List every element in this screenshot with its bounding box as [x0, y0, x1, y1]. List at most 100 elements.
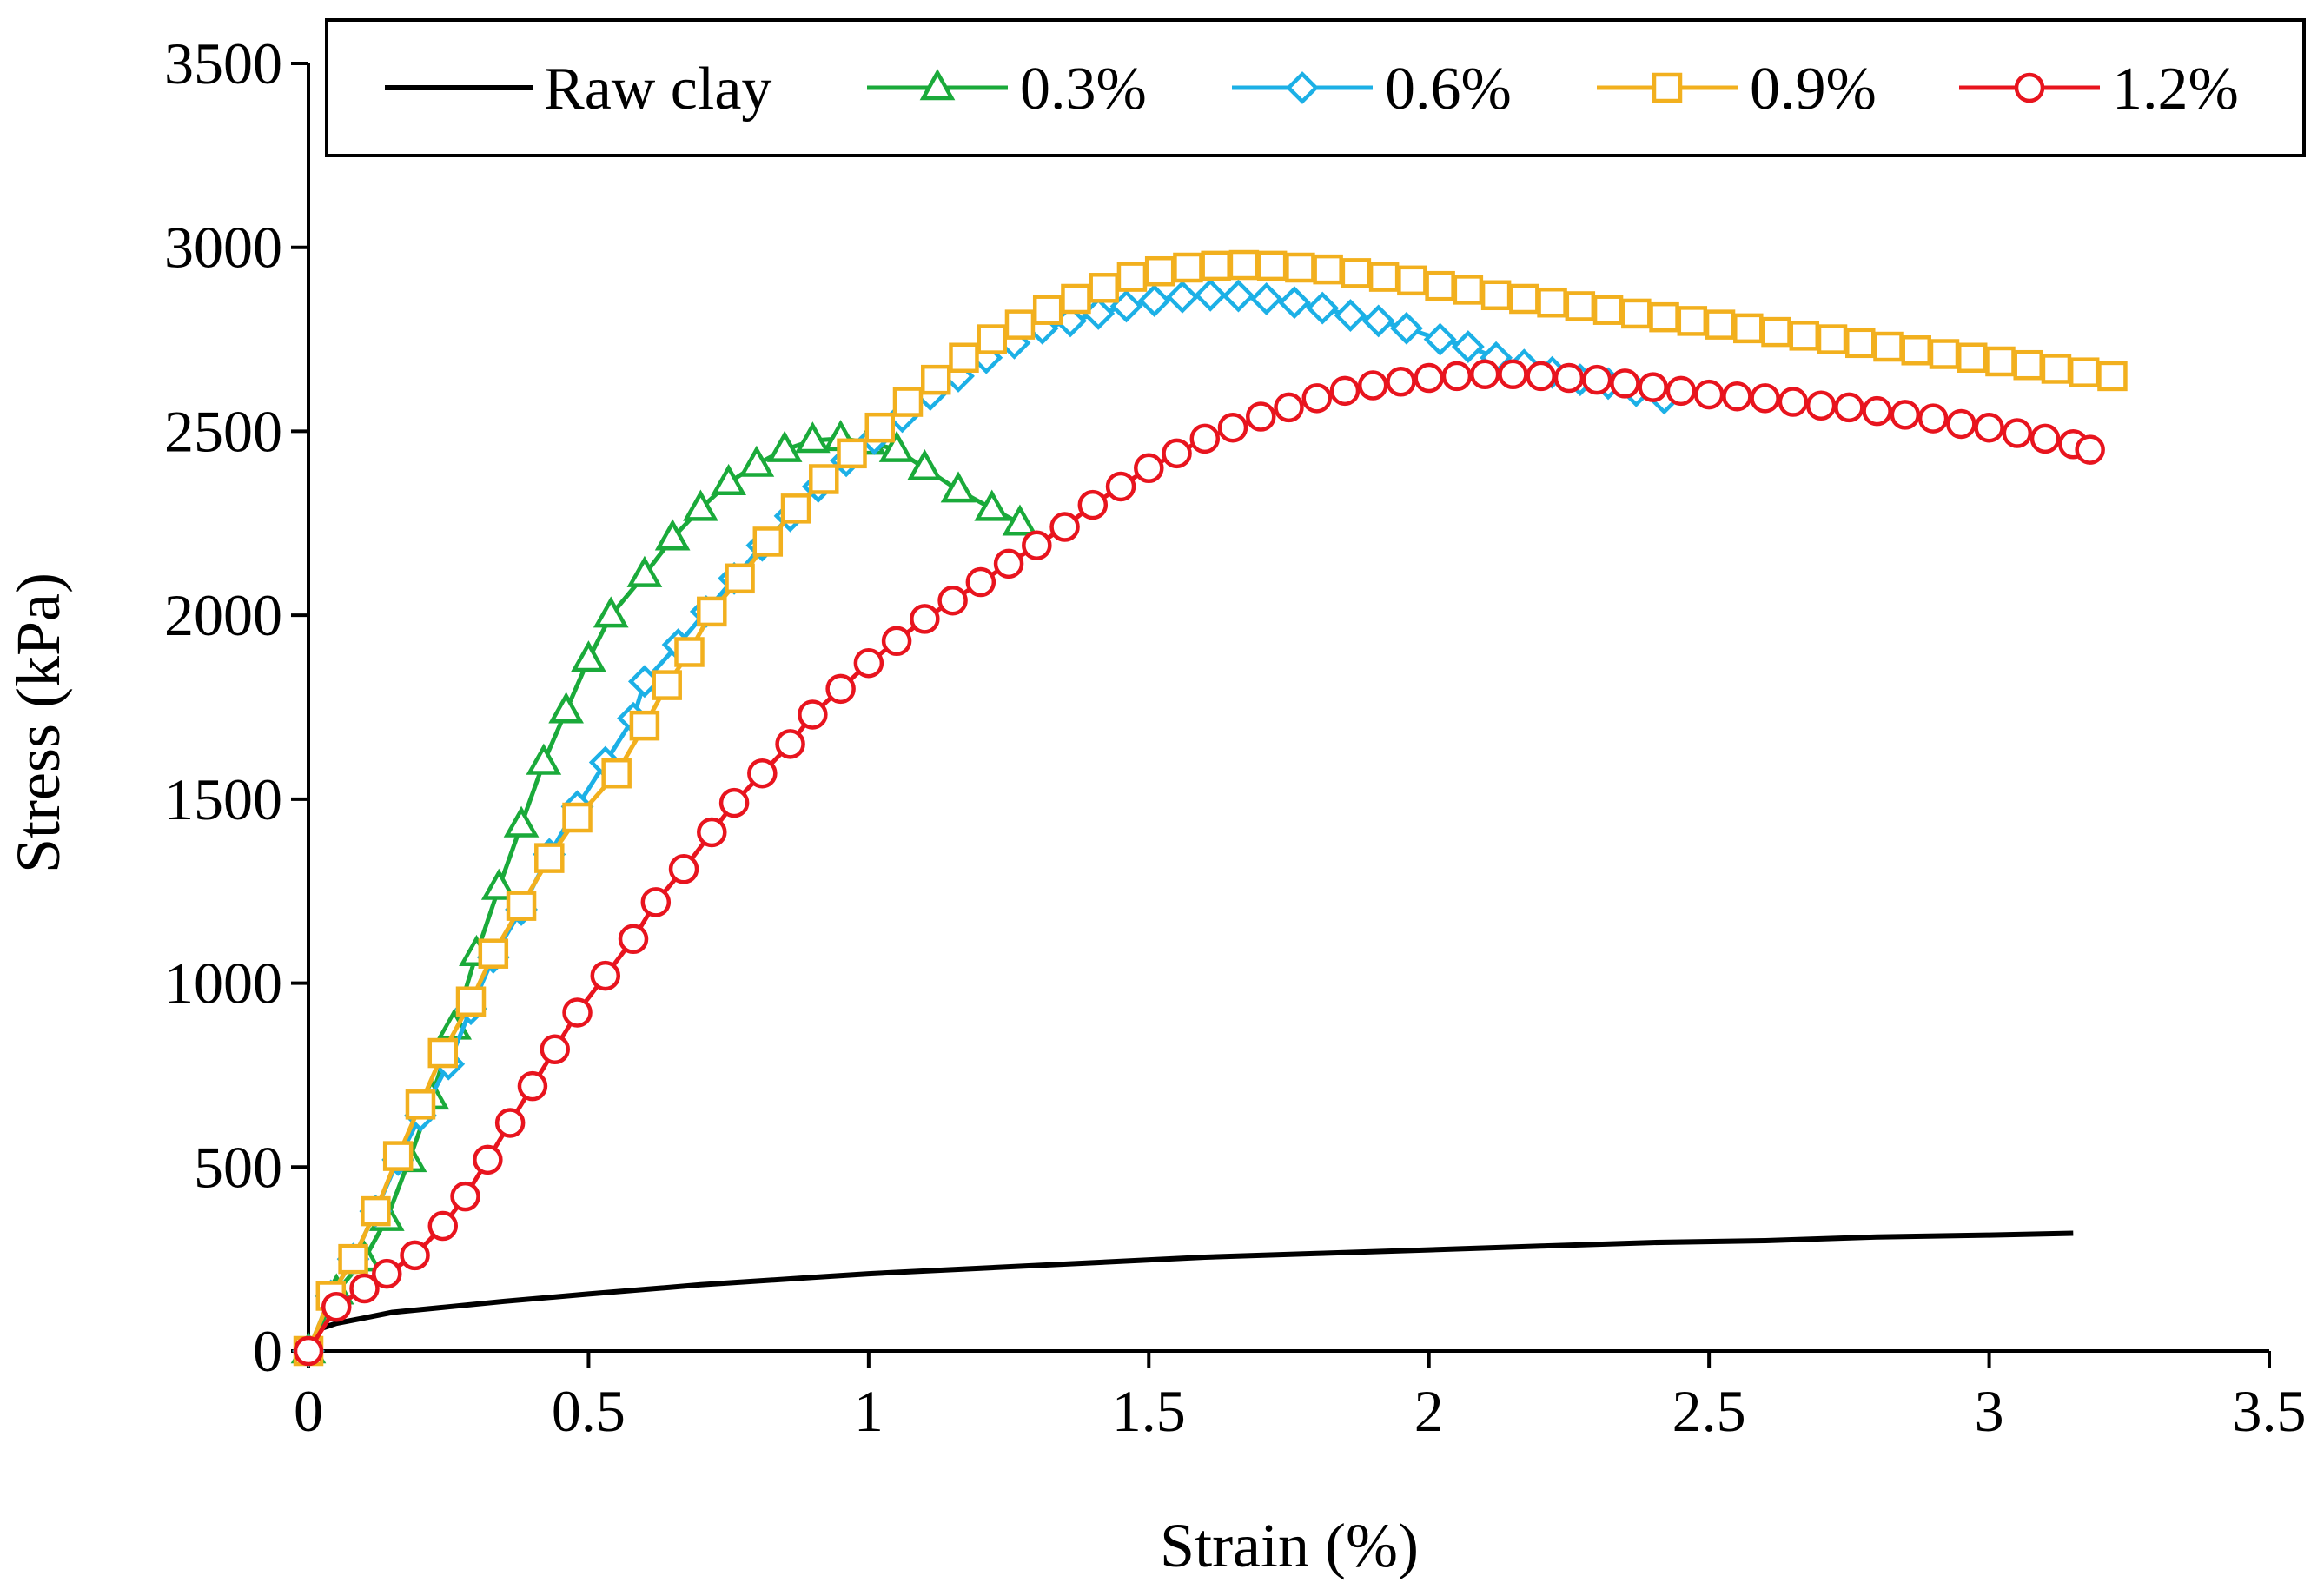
data-point	[2075, 434, 2105, 465]
data-point	[1917, 403, 1949, 434]
legend-marker	[1652, 72, 1683, 103]
data-point	[1423, 322, 1457, 356]
series-0	[306, 1230, 2074, 1353]
x-tick-label: 3.5	[2233, 1378, 2307, 1444]
data-point	[1256, 250, 1288, 281]
data-point	[1862, 395, 1892, 427]
data-point	[937, 585, 968, 616]
data-point	[1705, 309, 1736, 340]
data-point	[478, 938, 509, 969]
data-point	[1274, 392, 1304, 423]
data-point	[910, 604, 940, 634]
data-point	[1313, 254, 1343, 285]
data-point	[1357, 370, 1388, 401]
data-point	[427, 1037, 459, 1069]
data-point	[1957, 342, 1988, 373]
data-point	[780, 493, 811, 524]
data-point	[2069, 357, 2100, 387]
data-point	[1451, 330, 1485, 363]
data-point	[1817, 324, 1848, 354]
data-point	[1453, 275, 1484, 305]
data-point	[601, 758, 632, 789]
data-point	[338, 1243, 368, 1275]
data-point	[1649, 301, 1679, 333]
data-point	[293, 1335, 324, 1367]
data-point	[798, 699, 828, 730]
legend-label: 1.2%	[2112, 56, 2239, 123]
legend-entry-4: 1.2%	[1959, 56, 2239, 123]
data-point	[1677, 306, 1708, 336]
data-point	[1162, 438, 1192, 469]
data-point	[1778, 387, 1809, 417]
data-point	[1441, 361, 1473, 392]
data-point	[1049, 512, 1080, 542]
series-4	[293, 359, 2105, 1367]
data-point	[1032, 295, 1063, 325]
data-point	[1638, 372, 1668, 402]
data-point	[1761, 316, 1791, 348]
data-point	[526, 743, 562, 775]
data-point	[321, 1291, 352, 1322]
data-point	[668, 854, 699, 884]
y-tick-label: 2500	[164, 398, 282, 464]
legend-label: 0.6%	[1385, 56, 1512, 123]
data-point	[1306, 291, 1340, 325]
data-point	[473, 1144, 503, 1175]
data-point	[864, 412, 896, 443]
data-point	[878, 430, 915, 462]
data-point	[654, 519, 691, 551]
data-point	[1565, 291, 1596, 321]
data-point	[2041, 354, 2072, 384]
data-point	[405, 1089, 436, 1120]
data-point	[590, 960, 621, 991]
data-point	[480, 868, 517, 900]
data-point	[1089, 273, 1119, 303]
axes: 0 500 1000 1500 2000 2500 3000 3500 0 0.5 1 1.5 2 2.5…	[164, 30, 2307, 1444]
data-point	[747, 758, 778, 789]
data-point	[752, 526, 784, 557]
data-point	[683, 489, 718, 521]
data-point	[1414, 362, 1444, 394]
data-point	[372, 1258, 402, 1289]
data-point	[1389, 311, 1423, 345]
data-point	[618, 924, 649, 955]
series-line	[306, 1230, 2074, 1353]
data-point	[1553, 362, 1585, 394]
data-point	[1665, 375, 1697, 407]
data-point	[1621, 298, 1652, 329]
data-point	[825, 673, 856, 705]
x-tick-label: 3	[1975, 1378, 2004, 1444]
data-point	[450, 1181, 480, 1212]
data-point	[949, 342, 979, 373]
data-point	[503, 805, 540, 838]
data-point	[1166, 280, 1199, 314]
data-point	[697, 817, 727, 848]
data-point	[993, 548, 1024, 579]
data-point	[1592, 295, 1624, 325]
data-point	[455, 986, 487, 1017]
data-point	[1397, 265, 1427, 296]
data-point	[1873, 331, 1904, 362]
data-point	[1469, 359, 1500, 390]
x-tick-label: 1	[854, 1378, 884, 1444]
data-point	[593, 596, 629, 628]
data-point	[1285, 252, 1315, 283]
data-point	[534, 843, 565, 873]
y-axis-title: Stress (kPa)	[3, 573, 73, 873]
legend-label: 0.9%	[1750, 56, 1877, 123]
data-point	[1890, 400, 1921, 430]
data-point	[1834, 392, 1864, 423]
data-point	[1222, 279, 1255, 313]
data-point	[965, 566, 996, 598]
series-3	[293, 249, 2128, 1367]
data-point	[562, 997, 593, 1028]
data-point	[1144, 255, 1175, 287]
legend-entry-2: 0.6%	[1232, 56, 1512, 123]
legend-marker	[1286, 71, 1319, 104]
data-point	[382, 1141, 414, 1171]
data-point	[1480, 280, 1512, 311]
x-tick-label: 0.5	[552, 1378, 626, 1444]
data-point	[1022, 530, 1052, 560]
data-point	[1194, 278, 1228, 312]
